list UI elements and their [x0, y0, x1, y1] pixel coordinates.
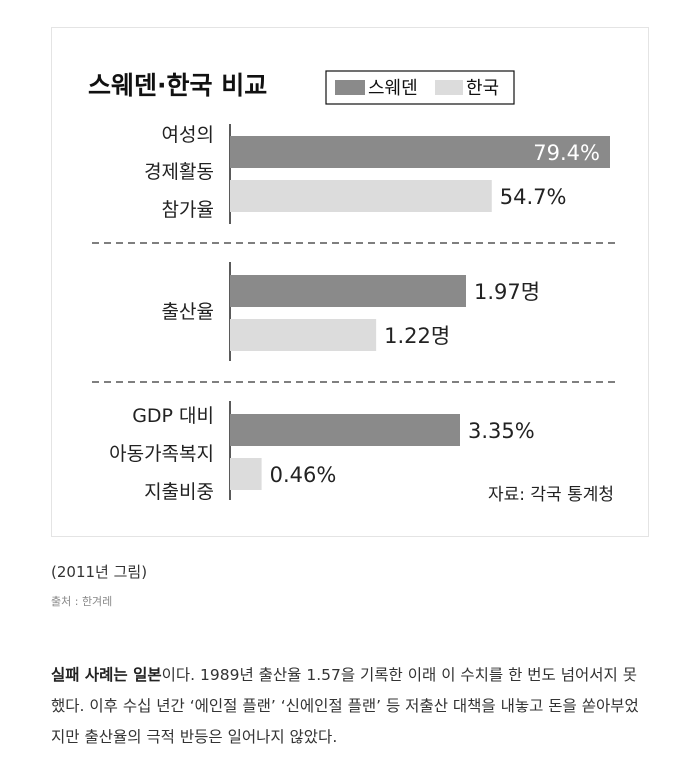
- figure-source: 출처 : 한겨레: [51, 595, 113, 608]
- legend-swatch-sweden: [335, 80, 365, 95]
- legend-swatch-korea: [435, 80, 463, 95]
- figure-caption: (2011년 그림): [51, 563, 148, 581]
- bar-korea-female-labor-participation: [230, 180, 492, 212]
- chart-title: 스웨덴·한국 비교: [88, 71, 267, 100]
- category-label-fertility-rate: 출산율: [162, 301, 214, 323]
- bar-korea-child-family-welfare-gdp: [230, 458, 262, 490]
- source-note: 자료: 각국 통계청: [488, 485, 614, 505]
- article-paragraph: 실패 사례는 일본이다. 1989년 출산율 1.57을 기록한 이래 이 수치…: [51, 660, 651, 753]
- paragraph-text: 이다. 1989년 출산율 1.57을 기록한 이래 이 수치를 한 번도 넘어…: [51, 666, 639, 746]
- value-label-korea-child-family-welfare-gdp: 0.46%: [270, 463, 337, 487]
- bar-sweden-child-family-welfare-gdp: [230, 414, 460, 446]
- category-label-child-family-welfare-gdp: 아동가족복지: [109, 443, 214, 465]
- bar-sweden-fertility-rate: [230, 275, 466, 307]
- category-label-female-labor-participation: 여성의: [162, 124, 214, 146]
- value-label-sweden-fertility-rate: 1.97명: [474, 280, 540, 304]
- value-label-korea-female-labor-participation: 54.7%: [500, 185, 567, 209]
- paragraph-lead: 실패 사례는 일본: [51, 666, 162, 684]
- bar-sweden-female-labor-participation: [230, 136, 610, 168]
- value-label-sweden-female-labor-participation: 79.4%: [533, 141, 600, 165]
- value-label-sweden-child-family-welfare-gdp: 3.35%: [468, 419, 535, 443]
- category-label-female-labor-participation: 경제활동: [144, 161, 214, 183]
- category-label-child-family-welfare-gdp: GDP 대비: [132, 405, 214, 427]
- legend-label-sweden: 스웨덴: [368, 78, 418, 99]
- bar-korea-fertility-rate: [230, 319, 377, 351]
- category-label-female-labor-participation: 참가율: [162, 199, 214, 221]
- category-label-child-family-welfare-gdp: 지출비중: [144, 481, 214, 503]
- legend-label-korea: 한국: [466, 78, 499, 99]
- value-label-korea-fertility-rate: 1.22명: [384, 324, 450, 348]
